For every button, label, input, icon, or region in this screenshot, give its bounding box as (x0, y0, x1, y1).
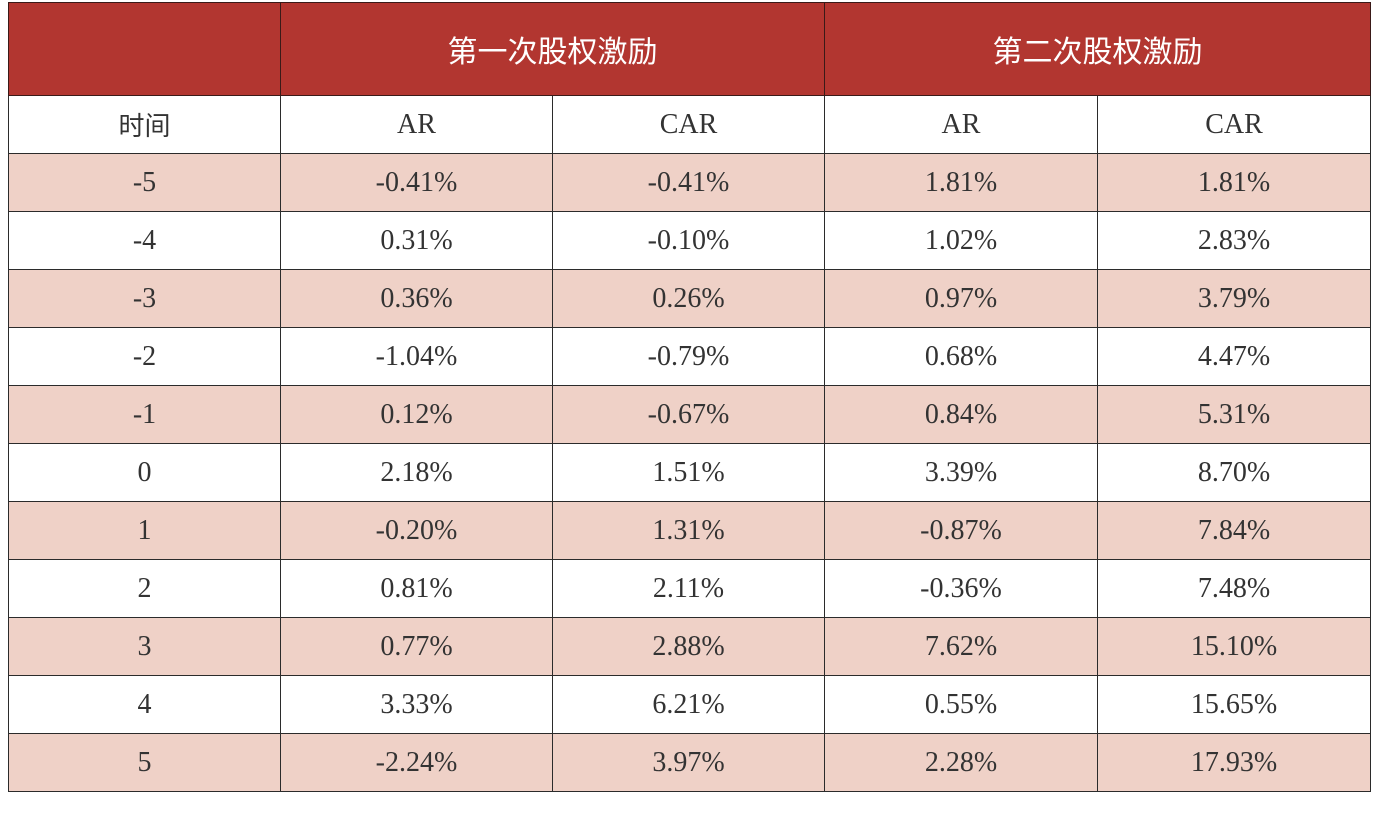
cell-ar-second: 0.68% (824, 327, 1098, 386)
cell-time: -1 (8, 385, 281, 444)
column-header-ar-second: AR (824, 95, 1098, 154)
cell-ar-second: -0.87% (824, 501, 1098, 560)
cell-ar-second: 0.84% (824, 385, 1098, 444)
table-row: 5 -2.24% 3.97% 2.28% 17.93% (8, 733, 1371, 792)
cell-ar-second: 7.62% (824, 617, 1098, 676)
cell-ar-first: -0.20% (280, 501, 553, 560)
cell-car-second: 7.84% (1097, 501, 1371, 560)
cell-ar-first: 0.31% (280, 211, 553, 270)
cell-car-second: 2.83% (1097, 211, 1371, 270)
group-header-empty (8, 2, 281, 96)
cell-car-first: 1.51% (552, 443, 825, 502)
group-header-row: 第一次股权激励 第二次股权激励 (8, 2, 1371, 96)
table-row: 1 -0.20% 1.31% -0.87% 7.84% (8, 501, 1371, 560)
cell-car-first: -0.10% (552, 211, 825, 270)
cell-car-first: 2.88% (552, 617, 825, 676)
table-row: 4 3.33% 6.21% 0.55% 15.65% (8, 675, 1371, 734)
cell-ar-first: -1.04% (280, 327, 553, 386)
table-row: -3 0.36% 0.26% 0.97% 3.79% (8, 269, 1371, 328)
column-header-ar-first: AR (280, 95, 553, 154)
cell-car-second: 8.70% (1097, 443, 1371, 502)
cell-ar-first: 2.18% (280, 443, 553, 502)
cell-car-second: 1.81% (1097, 153, 1371, 212)
column-header-car-first: CAR (552, 95, 825, 154)
cell-car-first: 3.97% (552, 733, 825, 792)
cell-ar-first: -0.41% (280, 153, 553, 212)
table-body: -5 -0.41% -0.41% 1.81% 1.81% -4 0.31% -0.10% 1.0… (8, 153, 1371, 792)
table-row: -4 0.31% -0.10% 1.02% 2.83% (8, 211, 1371, 270)
table-row: 2 0.81% 2.11% -0.36% 7.48% (8, 559, 1371, 618)
cell-car-second: 15.65% (1097, 675, 1371, 734)
cell-time: -5 (8, 153, 281, 212)
cell-time: 0 (8, 443, 281, 502)
cell-car-first: 2.11% (552, 559, 825, 618)
cell-car-first: -0.41% (552, 153, 825, 212)
cell-ar-second: 0.97% (824, 269, 1098, 328)
cell-ar-second: 3.39% (824, 443, 1098, 502)
cell-time: -2 (8, 327, 281, 386)
cell-car-first: 0.26% (552, 269, 825, 328)
column-header-time: 时间 (8, 95, 281, 154)
cell-car-second: 7.48% (1097, 559, 1371, 618)
cell-time: 5 (8, 733, 281, 792)
cell-time: 3 (8, 617, 281, 676)
event-study-table: 第一次股权激励 第二次股权激励 时间 AR CAR AR CAR -5 -0.41… (8, 2, 1371, 792)
cell-car-first: 6.21% (552, 675, 825, 734)
table-row: -5 -0.41% -0.41% 1.81% 1.81% (8, 153, 1371, 212)
cell-ar-first: 0.77% (280, 617, 553, 676)
cell-time: 4 (8, 675, 281, 734)
table-row: 0 2.18% 1.51% 3.39% 8.70% (8, 443, 1371, 502)
cell-time: -3 (8, 269, 281, 328)
table-row: -1 0.12% -0.67% 0.84% 5.31% (8, 385, 1371, 444)
column-header-row: 时间 AR CAR AR CAR (8, 95, 1371, 154)
cell-ar-first: 0.12% (280, 385, 553, 444)
cell-car-second: 5.31% (1097, 385, 1371, 444)
cell-ar-second: 1.02% (824, 211, 1098, 270)
cell-ar-first: 0.81% (280, 559, 553, 618)
cell-ar-first: 0.36% (280, 269, 553, 328)
table-row: 3 0.77% 2.88% 7.62% 15.10% (8, 617, 1371, 676)
cell-time: 2 (8, 559, 281, 618)
group-header-first-incentive: 第一次股权激励 (280, 2, 825, 96)
cell-ar-first: -2.24% (280, 733, 553, 792)
data-table-container: 第一次股权激励 第二次股权激励 时间 AR CAR AR CAR -5 -0.41… (8, 2, 1371, 792)
cell-car-first: 1.31% (552, 501, 825, 560)
cell-ar-first: 3.33% (280, 675, 553, 734)
group-header-second-incentive: 第二次股权激励 (824, 2, 1371, 96)
cell-time: 1 (8, 501, 281, 560)
cell-car-second: 4.47% (1097, 327, 1371, 386)
cell-car-second: 17.93% (1097, 733, 1371, 792)
cell-ar-second: 0.55% (824, 675, 1098, 734)
cell-car-second: 15.10% (1097, 617, 1371, 676)
cell-car-second: 3.79% (1097, 269, 1371, 328)
cell-car-first: -0.67% (552, 385, 825, 444)
cell-time: -4 (8, 211, 281, 270)
cell-ar-second: 2.28% (824, 733, 1098, 792)
cell-ar-second: 1.81% (824, 153, 1098, 212)
table-row: -2 -1.04% -0.79% 0.68% 4.47% (8, 327, 1371, 386)
cell-car-first: -0.79% (552, 327, 825, 386)
column-header-car-second: CAR (1097, 95, 1371, 154)
cell-ar-second: -0.36% (824, 559, 1098, 618)
